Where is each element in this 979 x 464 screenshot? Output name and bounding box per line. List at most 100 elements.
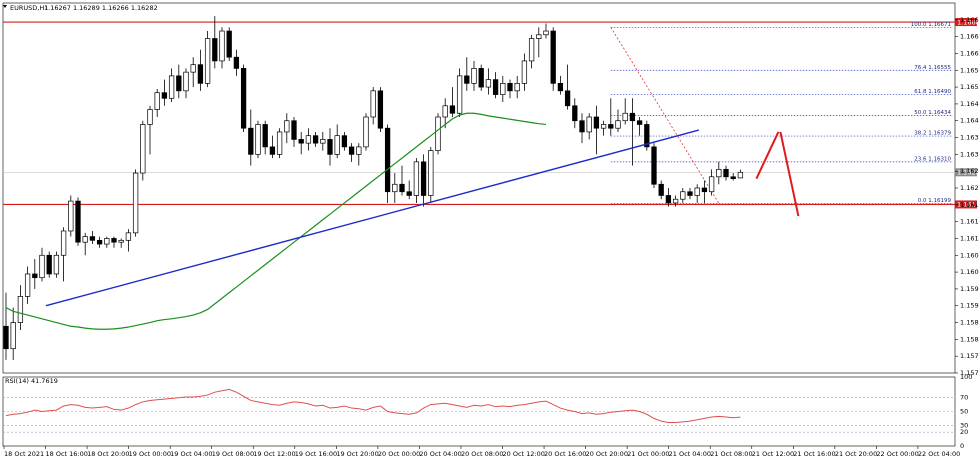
price-tick-label: 1.16600 — [960, 49, 979, 57]
bear-candle — [644, 124, 650, 148]
time-tick-label: 22 Oct 04:00 — [918, 450, 960, 458]
price-tick-label: 1.16240 — [960, 184, 979, 192]
bear-candle — [399, 183, 405, 193]
bear-candle — [348, 146, 355, 155]
rsi-level-label: 50 — [960, 408, 968, 416]
bull-candle — [543, 30, 549, 36]
bear-candle — [665, 195, 672, 204]
bull-candle — [255, 124, 261, 155]
bull-candle — [622, 112, 628, 122]
time-tick-label: 20 Oct 16:00 — [544, 450, 586, 458]
bear-candle — [464, 75, 470, 84]
bull-candle — [284, 120, 290, 133]
fib-level-label: 50.0 1.16434 — [914, 110, 951, 116]
rsi-level-label: 20 — [960, 428, 968, 436]
bull-candle — [536, 34, 542, 39]
price-tick-label: 1.16420 — [960, 117, 979, 125]
bear-candle — [89, 236, 96, 241]
bull-candle — [154, 92, 160, 110]
rsi-label: RSI(14) 41.7619 — [5, 377, 58, 385]
bear-candle — [75, 200, 81, 243]
fib-level-label: 76.4 1.16555 — [914, 65, 951, 71]
bear-candle — [176, 75, 182, 92]
bull-candle — [125, 232, 132, 241]
bull-candle — [60, 230, 67, 256]
bull-candle — [456, 75, 463, 114]
current-price-label: 1.16282 — [957, 169, 979, 177]
symbol-dropdown-icon[interactable] — [3, 5, 7, 8]
bear-candle — [478, 68, 484, 88]
bull-candle — [471, 68, 477, 84]
time-tick-label: 19 Oct 16:00 — [295, 450, 337, 458]
price-tick-label: 1.16465 — [960, 100, 979, 108]
bear-candle — [312, 135, 319, 144]
bull-candle — [428, 150, 434, 196]
time-tick-label: 19 Oct 00:00 — [129, 450, 171, 458]
price-tick-label: 1.16195 — [960, 201, 979, 209]
bear-candle — [32, 273, 38, 279]
price-tick-label: 1.16330 — [960, 150, 979, 158]
price-tick-label: 1.16015 — [960, 268, 979, 276]
horizontal-level-tag — [955, 200, 977, 209]
bear-candle — [197, 64, 204, 84]
fib-level-label: 0.0 1.16199 — [918, 198, 952, 204]
bull-candle — [680, 191, 686, 200]
bull-candle — [140, 124, 146, 174]
bear-candle — [406, 191, 412, 196]
bull-candle — [413, 161, 420, 196]
time-tick-label: 20 Oct 20:00 — [586, 450, 628, 458]
time-tick-label: 21 Oct 04:00 — [669, 450, 711, 458]
time-tick-label: 21 Oct 08:00 — [710, 450, 752, 458]
ohlc-readout: 1.16267 1.16289 1.16266 1.16282 — [44, 4, 158, 12]
bull-candle — [370, 90, 376, 118]
bull-candle — [334, 135, 340, 155]
time-tick-label: 21 Oct 16:00 — [793, 450, 835, 458]
bull-candle — [737, 171, 744, 179]
bull-candle — [183, 71, 189, 92]
bull-candle — [276, 131, 283, 155]
bear-candle — [384, 127, 391, 193]
bear-candle — [420, 161, 427, 196]
price-tick-label: 1.16690 — [960, 16, 979, 24]
price-tick-label: 1.16285 — [960, 167, 979, 175]
bull-candle — [132, 172, 139, 234]
bear-candle — [291, 120, 297, 140]
bull-candle — [39, 254, 45, 279]
price-tick-label: 1.15790 — [960, 352, 979, 360]
bull-candle — [672, 198, 679, 204]
bull-candle — [528, 38, 535, 62]
bull-candle — [53, 254, 60, 275]
bear-candle — [240, 68, 247, 129]
bear-candle — [723, 168, 729, 178]
bull-candle — [104, 238, 110, 245]
bear-candle — [262, 124, 268, 148]
fib-level-label: 100.0 1.16671 — [911, 22, 951, 28]
rsi-level-label: 70 — [960, 394, 968, 402]
time-tick-label: 21 Oct 00:00 — [627, 450, 669, 458]
horizontal-level-label: 1.16684 — [957, 18, 979, 26]
bull-candle — [485, 79, 492, 88]
bear-candle — [327, 139, 333, 155]
price-tick-label: 1.15880 — [960, 319, 979, 327]
bull-candle — [82, 236, 88, 243]
bear-candle — [3, 325, 9, 350]
time-tick-label: 19 Oct 20:00 — [336, 450, 378, 458]
price-tick-label: 1.16105 — [960, 234, 979, 242]
bull-candle — [24, 273, 31, 297]
projection-up-line — [755, 131, 780, 180]
time-tick-label: 20 Oct 04:00 — [419, 450, 461, 458]
time-tick-label: 18 Oct 16:00 — [46, 450, 88, 458]
time-tick-label: 22 Oct 00:00 — [876, 450, 918, 458]
fib-level-label: 23.6 1.16310 — [914, 156, 951, 162]
bull-candle — [363, 116, 369, 148]
bull-candle — [392, 183, 398, 193]
support-trendline — [45, 129, 699, 307]
bear-candle — [629, 112, 636, 122]
price-tick-label: 1.16645 — [960, 33, 979, 41]
time-tick-label: 20 Oct 08:00 — [461, 450, 503, 458]
bull-candle — [435, 116, 441, 151]
bear-candle — [730, 176, 736, 180]
bear-candle — [298, 139, 304, 144]
